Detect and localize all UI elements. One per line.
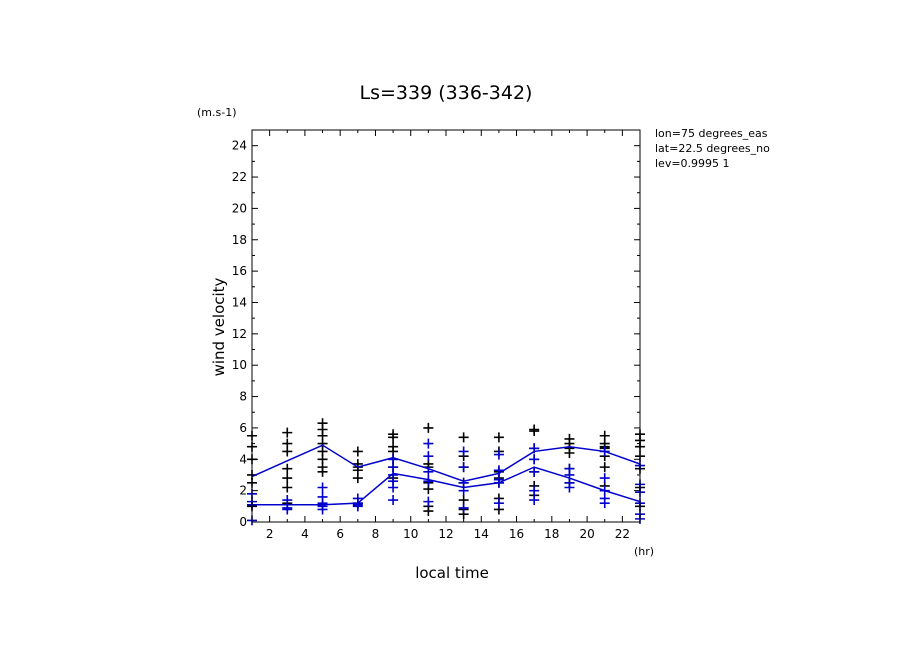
series-line-upper: [251, 444, 641, 483]
data-point-black: [564, 448, 575, 459]
data-point-black: [458, 432, 469, 443]
data-point-blue: [388, 482, 399, 493]
data-point-black: [423, 506, 434, 517]
data-point-blue: [493, 498, 504, 509]
data-point-blue: [423, 476, 434, 487]
x-tick-label: 8: [372, 527, 380, 541]
x-tick-label: 12: [438, 527, 453, 541]
data-point-black: [352, 446, 363, 457]
x-tick-label: 10: [403, 527, 418, 541]
y-tick-label: 2: [239, 484, 247, 498]
plot-frame: [251, 129, 641, 523]
data-point-blue: [529, 466, 540, 477]
data-point-blue: [317, 482, 328, 493]
x-tick-label: 18: [544, 527, 559, 541]
x-unit-label: (hr): [634, 545, 654, 558]
data-point-blue: [599, 473, 610, 484]
y-axis-label: wind velocity: [210, 277, 228, 376]
x-tick-label: 16: [509, 527, 524, 541]
data-point-black: [388, 432, 399, 443]
y-tick-label: 8: [239, 390, 247, 404]
annotation-lat: lat=22.5 degrees_no: [655, 142, 770, 155]
data-point-black: [282, 482, 293, 493]
y-tick-label: 0: [239, 515, 247, 529]
x-tick-label: 2: [266, 527, 274, 541]
data-point-black: [529, 426, 540, 437]
data-point-black: [282, 446, 293, 457]
x-tick-label: 6: [336, 527, 344, 541]
series-line-lower: [252, 466, 641, 506]
data-point-black: [423, 422, 434, 433]
y-tick-label: 22: [232, 170, 247, 184]
annotation-lev: lev=0.9995 1: [655, 157, 730, 170]
data-point-blue: [599, 498, 610, 509]
data-point-blue: [529, 495, 540, 506]
y-tick-label: 10: [232, 358, 247, 372]
y-tick-label: 4: [239, 452, 247, 466]
x-axis-label: local time: [415, 564, 489, 582]
x-tick-label: 4: [301, 527, 309, 541]
data-point-blue: [529, 485, 540, 496]
data-point-black: [282, 473, 293, 484]
data-point-blue: [493, 449, 504, 460]
data-point-black: [599, 462, 610, 473]
data-point-black: [317, 466, 328, 477]
data-point-blue: [282, 504, 293, 515]
y-tick-label: 24: [232, 139, 247, 153]
data-point-blue: [458, 446, 469, 457]
x-tick-label: 20: [579, 527, 594, 541]
y-tick-label: 14: [232, 295, 247, 309]
annotation-lon: lon=75 degrees_eas: [655, 127, 768, 140]
data-point-blue: [423, 496, 434, 507]
data-point-blue: [458, 462, 469, 473]
x-tick-label: 14: [474, 527, 489, 541]
chart-title: Ls=339 (336-342): [360, 82, 533, 104]
plot-marks: [247, 418, 645, 526]
y-tick-label: 6: [239, 421, 247, 435]
data-point-black: [493, 432, 504, 443]
x-tick-label: 22: [615, 527, 630, 541]
data-point-blue: [423, 451, 434, 462]
data-point-black: [282, 463, 293, 474]
y-tick-label: 20: [232, 201, 247, 215]
y-unit-label: (m.s-1): [197, 106, 237, 119]
data-point-blue: [564, 482, 575, 493]
data-point-blue: [317, 504, 328, 515]
y-tick-label: 12: [232, 327, 247, 341]
data-point-blue: [388, 495, 399, 506]
data-point-black: [352, 473, 363, 484]
data-point-blue: [458, 502, 469, 513]
data-point-blue: [529, 454, 540, 465]
data-point-black: [282, 427, 293, 438]
data-point-blue: [423, 438, 434, 449]
y-tick-label: 18: [232, 233, 247, 247]
y-tick-label: 16: [232, 264, 247, 278]
